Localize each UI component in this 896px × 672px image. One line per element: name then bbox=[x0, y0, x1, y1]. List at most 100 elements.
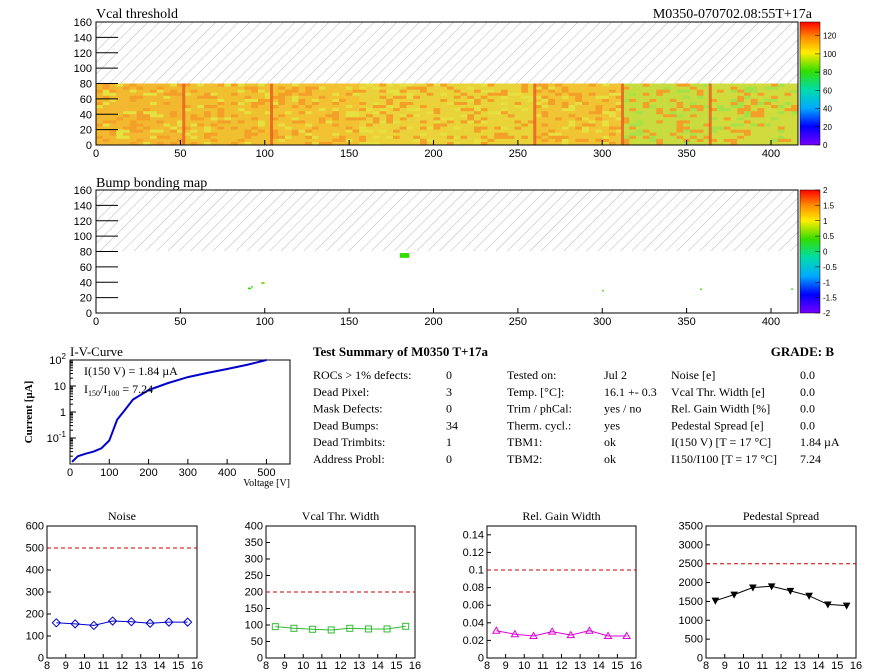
vcal-heat-cell bbox=[399, 114, 407, 118]
vcal-heat-cell bbox=[109, 86, 117, 91]
vcal-heat-cell bbox=[440, 92, 448, 97]
vcal-heat-cell bbox=[784, 120, 792, 124]
vcal-heat-cell bbox=[352, 123, 360, 127]
vcal-heat-cell bbox=[541, 105, 549, 109]
palette-tick-label: -0.5 bbox=[823, 263, 837, 272]
vcal-heat-cell bbox=[602, 86, 610, 91]
vcal-heat-cell bbox=[210, 101, 218, 106]
vcal-heat-cell bbox=[426, 126, 434, 131]
vcal-heat-cell bbox=[480, 89, 488, 94]
vcal-heat-cell bbox=[460, 95, 468, 100]
vcal-heat-cell bbox=[366, 111, 374, 115]
mini-x-tick-label: 12 bbox=[555, 660, 567, 672]
vcal-heat-cell bbox=[177, 135, 185, 140]
vcal-heat-cell bbox=[480, 123, 488, 127]
vcal-heat-cell bbox=[636, 138, 644, 143]
vcal-heat-cell bbox=[372, 105, 380, 109]
vcal-heat-cell bbox=[271, 83, 279, 87]
vcal-heat-cell bbox=[568, 126, 576, 131]
vcal-heat-cell bbox=[291, 123, 299, 127]
vcal-heat-cell bbox=[582, 123, 590, 127]
vcal-heat-cell bbox=[636, 123, 644, 127]
vcal-heat-cell bbox=[440, 138, 448, 143]
vcal-heat-cell bbox=[224, 126, 232, 131]
vcal-heat-cell bbox=[609, 114, 617, 118]
vcal-heat-cell bbox=[771, 105, 779, 109]
vcal-heat-cell bbox=[339, 132, 347, 137]
vcal-heat-cell bbox=[258, 86, 266, 91]
vcal-heat-cell bbox=[642, 98, 650, 103]
vcal-heat-cell bbox=[237, 117, 245, 121]
vcal-heat-cell bbox=[534, 114, 542, 118]
vcal-heat-cell bbox=[629, 108, 637, 112]
vcal-heat-cell bbox=[426, 138, 434, 143]
vcal-heat-cell bbox=[784, 129, 792, 134]
vcal-heat-cell bbox=[521, 98, 529, 103]
vcal-heat-cell bbox=[717, 108, 725, 112]
vcal-heat-cell bbox=[393, 101, 401, 106]
vcal-heat-cell bbox=[156, 111, 164, 115]
x-tick-label: 50 bbox=[174, 316, 186, 328]
vcal-heat-cell bbox=[210, 117, 218, 121]
vcal-heat-cell bbox=[744, 120, 752, 124]
vcal-heat-cell bbox=[696, 120, 704, 124]
vcal-heat-cell bbox=[534, 126, 542, 131]
vcal-heat-cell bbox=[291, 138, 299, 143]
vcal-heat-cell bbox=[372, 101, 380, 106]
vcal-heat-cell bbox=[217, 86, 225, 91]
vcal-heat-cell bbox=[278, 117, 286, 121]
vcal-heat-cell bbox=[96, 92, 104, 97]
vcal-heat-cell bbox=[582, 89, 590, 94]
vcal-heat-cell bbox=[210, 132, 218, 137]
vcal-heat-cell bbox=[217, 83, 225, 87]
vcal-heat-cell bbox=[278, 95, 286, 100]
vcal-heat-cell bbox=[575, 101, 583, 106]
vcal-heat-cell bbox=[372, 123, 380, 127]
vcal-heat-cell bbox=[366, 126, 374, 131]
mini-x-tick-label: 9 bbox=[282, 660, 288, 672]
vcal-heat-cell bbox=[575, 105, 583, 109]
vcal-heat-cell bbox=[237, 141, 245, 146]
vcal-heat-cell bbox=[339, 138, 347, 143]
vcal-heat-cell bbox=[170, 123, 178, 127]
vcal-heat-cell bbox=[730, 95, 738, 100]
vcal-heat-cell bbox=[393, 126, 401, 131]
vcal-heat-cell bbox=[426, 129, 434, 134]
vcal-heat-cell bbox=[757, 120, 765, 124]
vcal-heat-cell bbox=[669, 114, 677, 118]
vcal-heat-cell bbox=[710, 111, 718, 115]
vcal-heat-cell bbox=[210, 141, 218, 146]
vcal-heat-cell bbox=[501, 141, 509, 146]
vcal-heat-cell bbox=[467, 141, 475, 146]
vcal-heat-cell bbox=[109, 89, 117, 94]
vcal-heat-cell bbox=[784, 89, 792, 94]
vcal-heat-cell bbox=[136, 141, 144, 146]
vcal-heat-cell bbox=[204, 108, 212, 112]
vcal-heat-cell bbox=[170, 135, 178, 140]
vcal-heat-cell bbox=[629, 92, 637, 97]
vcal-heat-cell bbox=[528, 83, 536, 87]
vcal-heat-cell bbox=[528, 126, 536, 131]
vcal-heat-cell bbox=[96, 98, 104, 103]
vcal-heat-cell bbox=[318, 120, 326, 124]
bump-defect-marker bbox=[261, 282, 265, 284]
vcal-heat-cell bbox=[460, 117, 468, 121]
vcal-heat-cell bbox=[96, 135, 104, 140]
vcal-heat-cell bbox=[136, 120, 144, 124]
vcal-heat-cell bbox=[359, 98, 367, 103]
vcal-heat-cell bbox=[129, 89, 137, 94]
vcal-heat-cell bbox=[669, 108, 677, 112]
vcal-heat-cell bbox=[764, 86, 772, 91]
vcal-heat-cell bbox=[568, 138, 576, 143]
vcal-heat-cell bbox=[258, 92, 266, 97]
vcal-heat-cell bbox=[514, 126, 522, 131]
vcal-heat-cell bbox=[649, 141, 657, 146]
vcal-heat-cell bbox=[723, 101, 731, 106]
vcal-heat-cell bbox=[453, 129, 461, 134]
vcal-heat-cell bbox=[129, 120, 137, 124]
vcal-heat-cell bbox=[177, 117, 185, 121]
mini-series-line bbox=[715, 585, 847, 607]
vcal-heat-cell bbox=[163, 105, 171, 109]
